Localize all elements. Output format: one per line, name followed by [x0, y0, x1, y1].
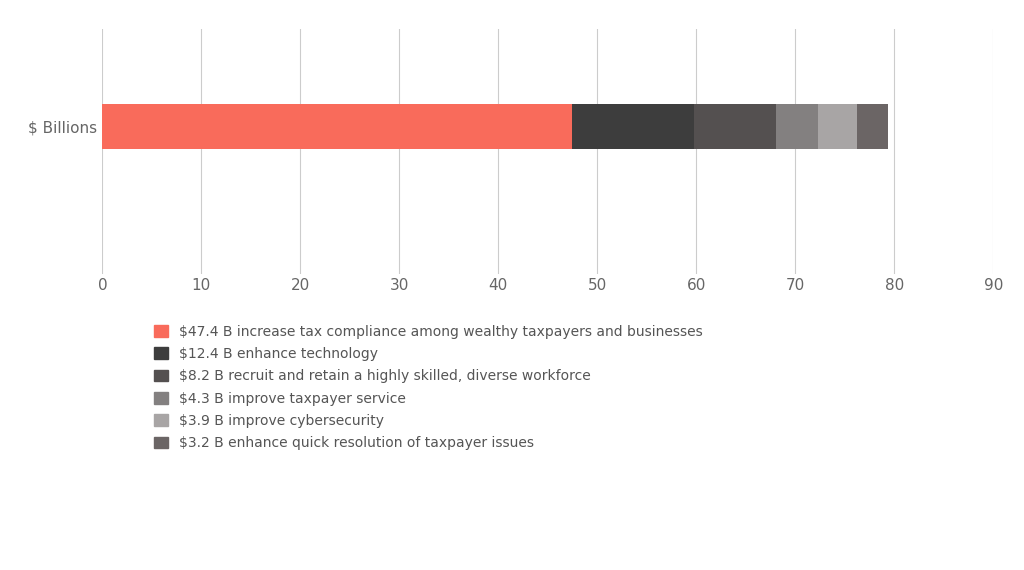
Bar — [857, 104, 889, 149]
Bar — [694, 104, 775, 149]
Bar — [102, 104, 571, 149]
Legend: $47.4 B increase tax compliance among wealthy taxpayers and businesses, $12.4 B : $47.4 B increase tax compliance among we… — [154, 325, 702, 450]
Bar — [818, 104, 857, 149]
Bar — [571, 104, 694, 149]
Bar — [775, 104, 818, 149]
